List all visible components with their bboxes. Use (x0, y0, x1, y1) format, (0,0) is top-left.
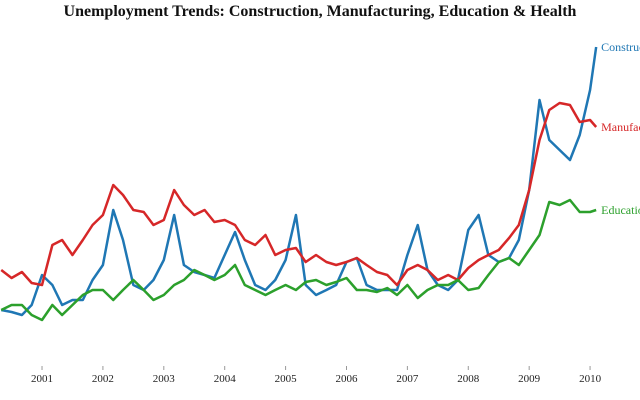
x-tick-label: 2004 (214, 373, 237, 385)
x-tick-label: 2003 (153, 373, 176, 385)
x-tick-label: 2010 (579, 373, 602, 385)
x-tick-label: 2001 (31, 373, 53, 385)
series-line (0, 198, 597, 322)
x-tick-label: 2006 (335, 373, 358, 385)
chart-title: Unemployment Trends: Construction, Manuf… (64, 3, 577, 20)
x-tick-label: 2007 (396, 373, 419, 385)
series-line (0, 46, 598, 317)
x-tick-label: 2002 (92, 373, 114, 385)
x-tick-label: 2005 (275, 373, 298, 385)
x-tick-label: 2008 (457, 373, 480, 385)
line-end-label: Manufacturing (601, 120, 640, 134)
series-line (0, 101, 598, 287)
x-tick-label: 2009 (518, 373, 541, 385)
line-end-label: Construction (601, 40, 640, 54)
line-end-label: Education & Health (601, 203, 640, 217)
